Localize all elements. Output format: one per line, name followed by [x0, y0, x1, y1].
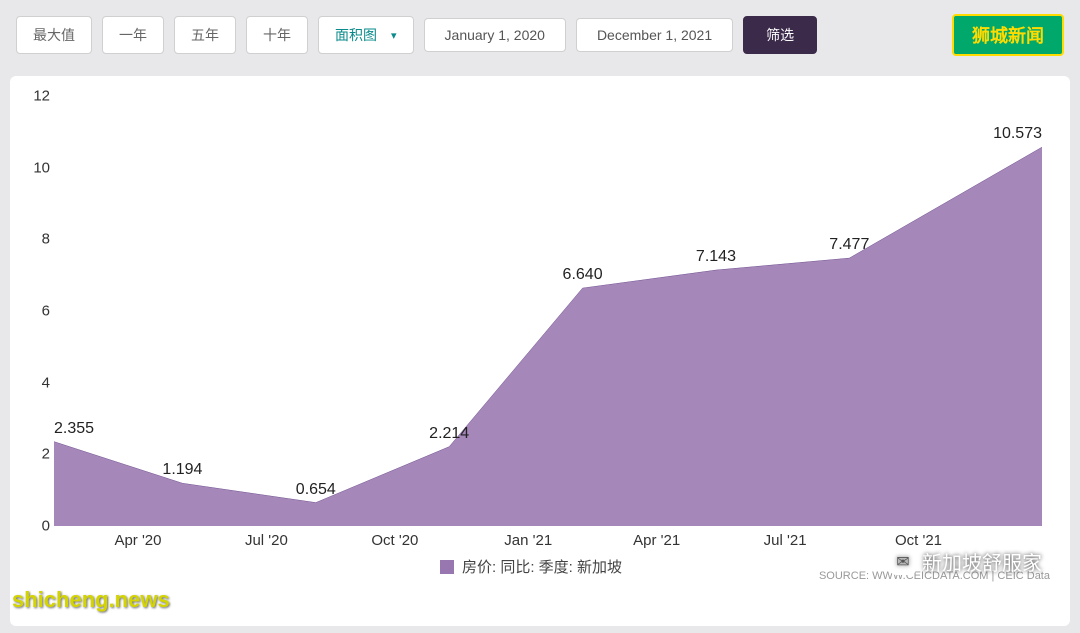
chart-type-select[interactable]: 面积图 ▾	[318, 16, 414, 54]
x-tick: Jan '21	[504, 532, 552, 549]
plot-area: 024681012 2.3551.1940.6542.2146.6407.143…	[54, 96, 1042, 526]
range-10y-button[interactable]: 十年	[246, 16, 308, 54]
chart-container: 0 2 4 6 8 10 12 2.355 1.194 0.654 2.214 6.640 7.143…	[10, 76, 1070, 626]
data-label: 2.214	[429, 425, 469, 443]
chevron-down-icon: ▾	[391, 29, 397, 42]
y-tick: 10	[20, 159, 50, 176]
x-tick: Apr '21	[633, 532, 680, 549]
watermark-right-text: 新加坡舒服家	[922, 547, 1042, 576]
filter-button[interactable]: 筛选	[743, 16, 817, 54]
range-5y-button[interactable]: 五年	[174, 16, 236, 54]
x-tick: Jul '21	[764, 532, 807, 549]
toolbar: 最大值 一年 五年 十年 面积图 ▾ January 1, 2020 Decem…	[0, 0, 1080, 70]
y-tick: 4	[20, 374, 50, 391]
news-button[interactable]: 狮城新闻	[952, 14, 1064, 56]
data-label: 1.194	[162, 461, 202, 479]
legend-swatch	[440, 560, 454, 574]
y-axis: 024681012	[20, 96, 50, 526]
data-label: 2.355	[54, 420, 94, 438]
y-tick: 8	[20, 231, 50, 248]
y-tick: 2	[20, 446, 50, 463]
watermark-left: shicheng.news	[12, 587, 170, 613]
y-tick: 12	[20, 88, 50, 105]
chart-type-label: 面积图	[335, 25, 377, 45]
y-tick: 0	[20, 518, 50, 535]
watermark-right: ✉ 新加坡舒服家	[890, 547, 1042, 576]
x-tick: Oct '20	[371, 532, 418, 549]
data-label: 6.640	[563, 266, 603, 284]
legend-text: 房价: 同比: 季度: 新加坡	[462, 556, 622, 577]
date-to-button[interactable]: December 1, 2021	[576, 18, 733, 52]
date-from-button[interactable]: January 1, 2020	[424, 18, 566, 52]
x-tick: Apr '20	[114, 532, 161, 549]
range-max-button[interactable]: 最大值	[16, 16, 92, 54]
data-label: 7.477	[829, 236, 869, 254]
y-tick: 6	[20, 303, 50, 320]
range-1y-button[interactable]: 一年	[102, 16, 164, 54]
data-label: 10.573	[993, 125, 1042, 143]
wechat-icon: ✉	[890, 549, 916, 575]
x-tick: Jul '20	[245, 532, 288, 549]
data-label: 7.143	[696, 248, 736, 266]
data-label: 0.654	[296, 481, 336, 499]
